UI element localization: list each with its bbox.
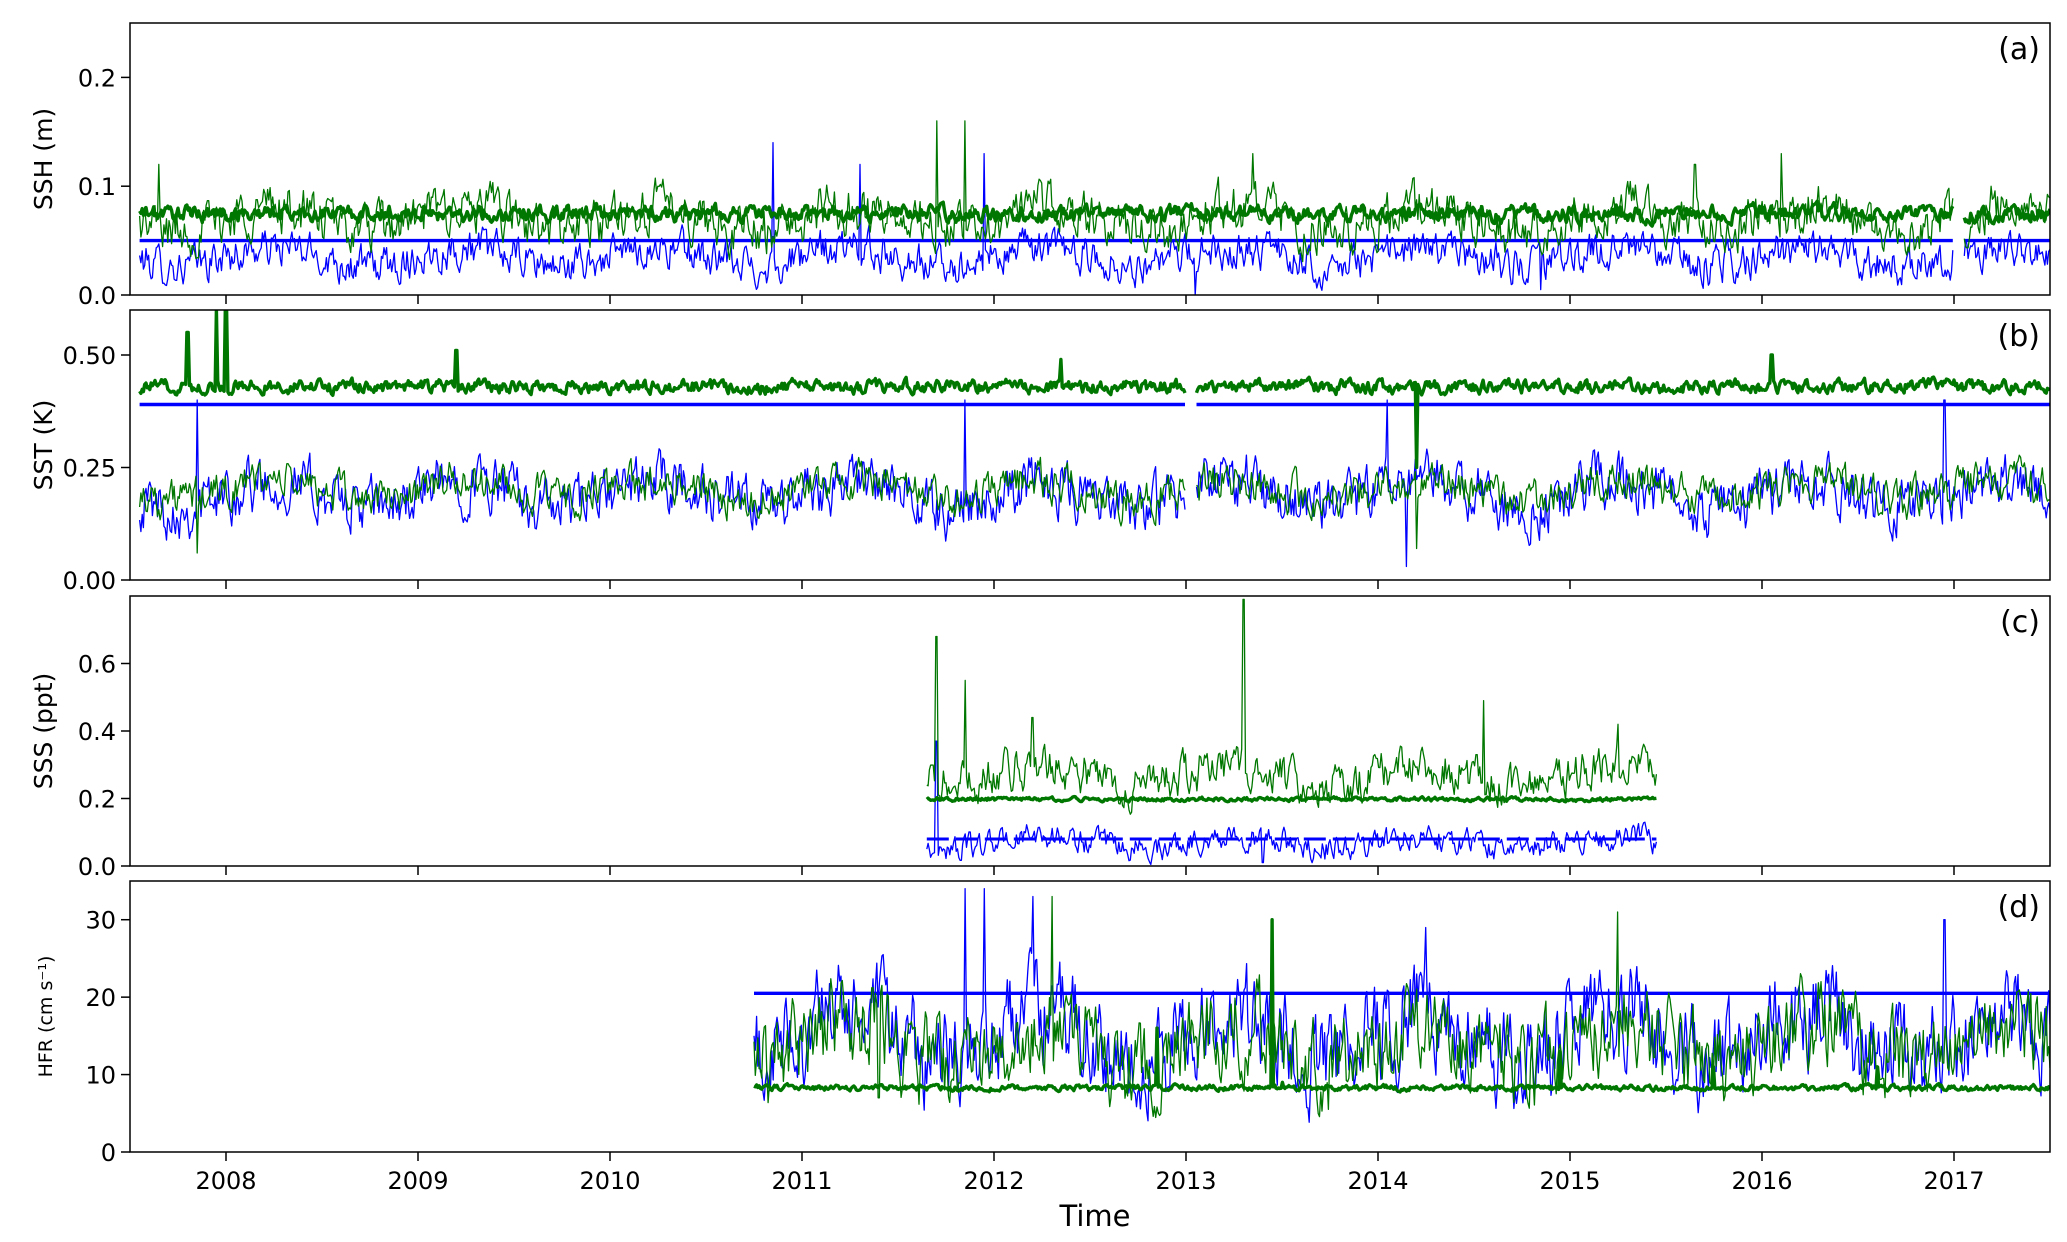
- y-axis-label: SST (K): [29, 400, 58, 491]
- plot-area: [138, 120, 2050, 295]
- y-tick-label: 0.2: [78, 786, 116, 814]
- y-axis-label: HFR (cm s⁻¹): [35, 956, 57, 1078]
- panel-frame: [129, 880, 2051, 1153]
- x-tick-label: 2017: [1923, 1167, 1984, 1195]
- panel-tag: (d): [1998, 890, 2040, 925]
- y-tick-label: 0.0: [78, 853, 116, 881]
- panel-frame: [129, 22, 2051, 296]
- panel-tag: (b): [1998, 319, 2040, 354]
- x-axis-label: Time: [1059, 1199, 1131, 1233]
- x-tick-label: 2010: [579, 1167, 640, 1195]
- series-line-4: [753, 918, 2050, 1094]
- panel-frame: [129, 309, 2051, 581]
- x-tick-label: 2014: [1347, 1167, 1408, 1195]
- panel-tag: (a): [1998, 32, 2040, 67]
- y-tick-label: 0.0: [78, 282, 116, 310]
- series-line-1: [138, 399, 2050, 568]
- y-tick-label: 10: [85, 1062, 116, 1090]
- panel-c: 0.0 0.2 0.4 0.6 SSS (ppt) (c): [29, 595, 2051, 881]
- x-tick-label: 2011: [771, 1167, 832, 1195]
- y-tick-label: 20: [85, 984, 116, 1012]
- plot-area: [138, 310, 2050, 568]
- y-tick-label: 0.25: [63, 455, 116, 483]
- panel-d: 0 10 20 30 2008 2009 2010 2011 2012 2013 2014 2015 2…: [35, 880, 2051, 1195]
- y-tick-label: 0.2: [78, 64, 116, 92]
- panel-tag: (c): [2000, 605, 2040, 640]
- series-line-1: [926, 740, 1658, 866]
- x-tick-label: 2016: [1731, 1167, 1792, 1195]
- plot-area: [925, 598, 1658, 866]
- y-axis-label: SSH (m): [29, 108, 58, 210]
- series-line-3: [138, 454, 2050, 554]
- y-tick-label: 0.1: [78, 173, 116, 201]
- y-tick-label: 0.50: [63, 342, 116, 370]
- x-tick-label: 2013: [1155, 1167, 1216, 1195]
- plot-area: [753, 888, 2050, 1123]
- y-tick-label: 0.6: [78, 651, 116, 679]
- panel-a: 0.0 0.1 0.2 SSH (m) (a): [29, 22, 2051, 310]
- series-line-3: [926, 598, 1658, 815]
- series-line-3: [753, 895, 2050, 1119]
- y-tick-label: 0: [101, 1139, 116, 1167]
- panel-frame: [129, 595, 2051, 867]
- x-tick-label: 2015: [1539, 1167, 1600, 1195]
- panel-b: 0.00 0.25 0.50 SST (K) (b): [29, 309, 2051, 595]
- series-line-4: [138, 199, 2050, 228]
- series-line-4: [925, 794, 1657, 804]
- y-axis-label: SSS (ppt): [29, 673, 58, 790]
- series-line-4: [138, 310, 2050, 470]
- x-tick-label: 2008: [195, 1167, 256, 1195]
- x-tick-label: 2009: [387, 1167, 448, 1195]
- y-tick-label: 30: [85, 907, 116, 935]
- series-line-1: [138, 142, 2050, 295]
- x-tick-label: 2012: [963, 1167, 1024, 1195]
- y-tick-label: 0.4: [78, 718, 116, 746]
- series-line-1: [753, 888, 2050, 1123]
- y-tick-label: 0.00: [63, 567, 116, 595]
